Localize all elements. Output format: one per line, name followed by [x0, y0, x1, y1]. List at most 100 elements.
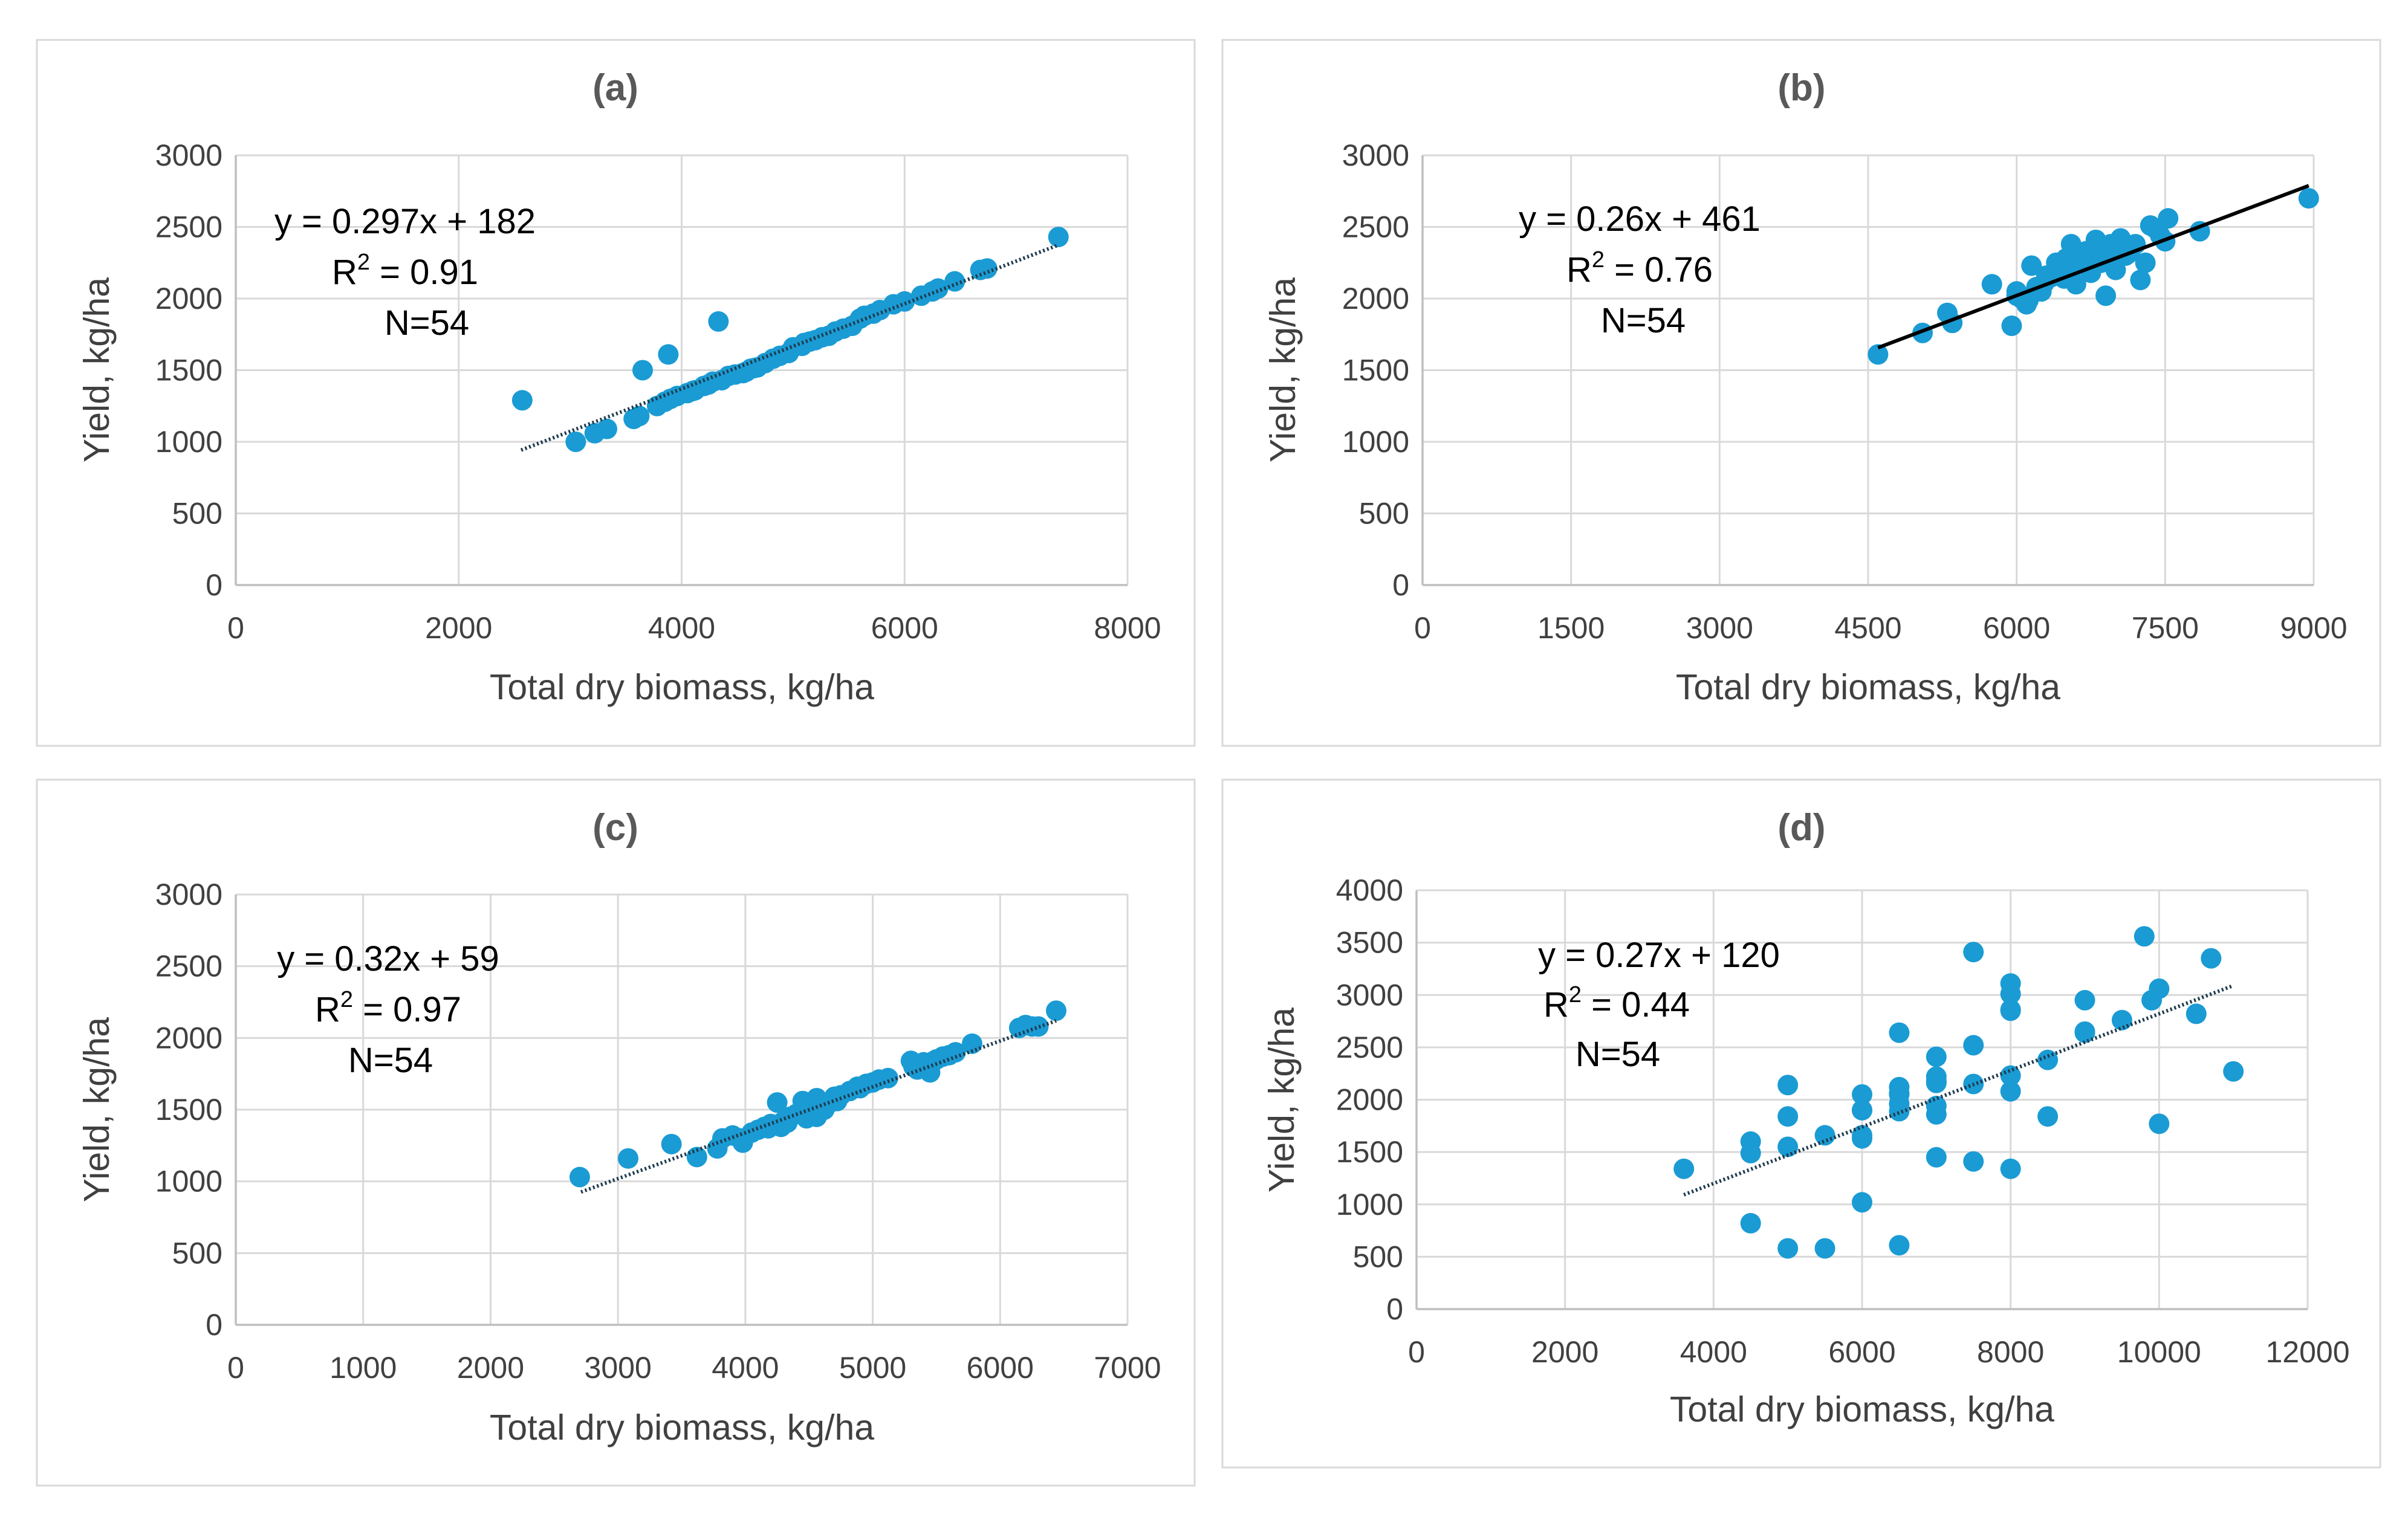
panel-a-n-label: N=54 — [385, 303, 469, 343]
panel-d-data-point — [1889, 1022, 1910, 1043]
panel-d-x-tick-label: 4000 — [1680, 1335, 1747, 1369]
panel-c-data-point — [777, 1112, 798, 1133]
panel-b-x-tick-label: 7500 — [2132, 611, 2199, 645]
panel-c-y-tick-label: 2500 — [155, 949, 222, 983]
panel-c-data-point — [1046, 1000, 1066, 1021]
panel-a-y-tick-label: 2000 — [155, 282, 222, 315]
panel-d-y-tick-label: 3500 — [1336, 926, 1403, 960]
panel-a-y-tick-label: 3000 — [155, 138, 222, 172]
panel-d-y-tick-label: 2000 — [1336, 1083, 1403, 1117]
panel-d-data-point — [1777, 1238, 1799, 1259]
panel-d-data-point — [1852, 1099, 1872, 1121]
panel-b-frame — [1221, 39, 2381, 747]
panel-a-data-point — [736, 361, 757, 382]
panel-d-r-superscript: 2 — [1569, 982, 1582, 1008]
panel-d-data-point — [1963, 1035, 1984, 1056]
panel-a-data-point — [863, 303, 884, 324]
panel-d-y-tick-label: 2500 — [1336, 1030, 1403, 1064]
panel-d-y-tick-label: 0 — [1386, 1292, 1403, 1326]
panel-b-data-point — [2095, 285, 2117, 306]
panel-d-data-point — [2223, 1061, 2244, 1082]
panel-c-y-tick-label: 2000 — [155, 1021, 222, 1055]
panel-c-frame — [36, 778, 1196, 1487]
panel-d-data-point — [1926, 1046, 1947, 1067]
panel-d-data-point — [1777, 1106, 1799, 1127]
panel-b-y-tick-label: 2500 — [1342, 210, 1409, 244]
panel-c-data-point — [618, 1148, 638, 1169]
panel-c-x-tick-label: 4000 — [712, 1351, 779, 1385]
panel-a-frame — [36, 39, 1196, 747]
panel-d-data-point — [1852, 1128, 1872, 1149]
panel-b-data-point — [2083, 247, 2105, 268]
panel-d-data-point — [1814, 1125, 1835, 1146]
panel-c-title: (c) — [592, 807, 638, 849]
panel-c-x-tick-label: 5000 — [839, 1351, 906, 1385]
panel-a-data-point — [632, 360, 653, 381]
panel-a-data-point — [658, 344, 679, 365]
panel-a-data-point — [660, 388, 681, 409]
panel-a-data-point — [511, 390, 533, 411]
panel-d-data-point — [1814, 1238, 1835, 1259]
panel-b-data-point — [2001, 315, 2022, 337]
panel-b-r-label: R — [1566, 250, 1592, 290]
panel-d-data-point — [1963, 1151, 1984, 1172]
panel-a-x-tick-label: 0 — [227, 611, 244, 645]
panel-b-y-tick-label: 500 — [1359, 497, 1409, 531]
panel-a-y-tick-label: 1000 — [155, 425, 222, 459]
panel-b-y-tick-label: 1000 — [1342, 425, 1409, 459]
panel-c-equation: y = 0.32x + 59 — [277, 939, 499, 979]
panel-d-data-point — [2074, 989, 2095, 1011]
panel-b-data-point — [1981, 274, 2002, 295]
panel-d-data-point — [1852, 1084, 1872, 1105]
panel-b-x-tick-label: 6000 — [1983, 611, 2050, 645]
panel-d-data-point — [2000, 983, 2021, 1004]
panel-c-data-point — [661, 1133, 682, 1154]
panel-b-x-tick-label: 1500 — [1537, 611, 1605, 645]
panel-a-data-point — [894, 291, 915, 312]
panel-c-data-point — [849, 1078, 871, 1099]
panel-b-data-point — [2021, 255, 2042, 276]
panel-c-data-point — [961, 1033, 982, 1054]
panel-d-data-point — [2149, 978, 2170, 999]
panel-d-x-axis-label: Total dry biomass, kg/ha — [1670, 1389, 2054, 1429]
panel-d-y-tick-label: 3000 — [1336, 978, 1403, 1012]
panel-d-data-point — [1777, 1075, 1799, 1096]
panel-c-data-point — [903, 1056, 924, 1077]
panel-b-x-axis-label: Total dry biomass, kg/ha — [1676, 667, 2060, 707]
panel-b-data-point — [2298, 188, 2319, 209]
panel-c-plot: 0 500 1000 1500 2000 2500 3000 0 1000 2000 3000 400… — [155, 878, 1161, 1385]
panel-d-data-point — [1673, 1158, 1695, 1179]
panel-b-title: (b) — [1777, 67, 1825, 109]
panel-b-data-point — [2135, 252, 2156, 273]
panel-d-y-tick-label: 500 — [1353, 1240, 1403, 1273]
panel-c-data-point — [686, 1147, 707, 1168]
panel-d: (d) 0 500 1000 1500 2000 2500 3000 3500 4000 0 200… — [1221, 778, 2381, 1469]
panel-b-y-tick-label: 1500 — [1342, 354, 1409, 387]
panel-b-data-point — [2158, 208, 2179, 229]
panel-c-x-tick-label: 3000 — [585, 1351, 652, 1385]
panel-a-y-tick-label: 500 — [172, 497, 222, 531]
panel-b-data-point — [2068, 251, 2089, 272]
panel-d-x-tick-label: 12000 — [2265, 1335, 2349, 1369]
panel-d-n-label: N=54 — [1576, 1035, 1660, 1074]
panel-d-data-point — [2186, 1003, 2207, 1024]
panel-d-x-tick-label: 2000 — [1531, 1335, 1598, 1369]
panel-d-data-point — [2134, 926, 2155, 947]
panel-a-x-axis-label: Total dry biomass, kg/ha — [490, 667, 874, 707]
panel-d-data-point — [1777, 1136, 1799, 1157]
panel-c-x-tick-label: 7000 — [1094, 1351, 1161, 1385]
panel-d-y-tick-label: 1000 — [1336, 1188, 1403, 1221]
panel-d-data-point — [1852, 1192, 1872, 1213]
panel-a-data-point — [596, 418, 617, 439]
panel-c-data-point — [1028, 1016, 1049, 1037]
panel-d-data-point — [2000, 1000, 2021, 1021]
panel-b-r-squared: R2 = 0.76 — [1566, 247, 1713, 290]
panel-a-r-value: = 0.91 — [370, 253, 478, 292]
panel-b-y-tick-label: 3000 — [1342, 138, 1409, 172]
panel-c-x-tick-label: 2000 — [457, 1351, 524, 1385]
panel-a-x-tick-label: 6000 — [871, 611, 938, 645]
panel-a-x-tick-label: 4000 — [648, 611, 715, 645]
panel-d-y-axis-label: Yield, kg/ha — [1262, 1008, 1302, 1192]
panel-a: (a) 0 500 1000 1500 2000 2500 3000 0 2000 4000 600… — [36, 39, 1196, 747]
panel-b-n-label: N=54 — [1601, 301, 1686, 340]
